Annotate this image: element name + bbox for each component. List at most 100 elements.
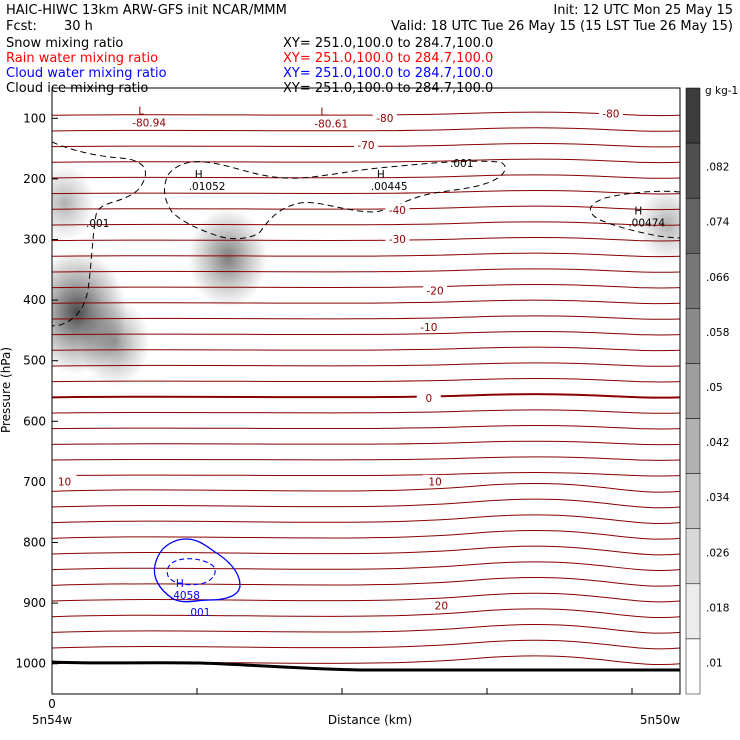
x-axis: 0 [48, 688, 633, 711]
temperature-contour-line [52, 624, 680, 634]
extremum-value: -80.61 [314, 119, 348, 131]
temperature-contour-line [52, 236, 680, 242]
temperature-contour-line [52, 409, 680, 414]
contour-label-bg [385, 232, 410, 245]
contour-label-bg [429, 599, 454, 612]
contour-label: 10 [428, 476, 441, 488]
temperature-contour-line [52, 346, 680, 352]
contour-label-bg [416, 391, 441, 404]
colorbar-swatch [685, 197, 701, 254]
colorbar-tick-label: .042 [706, 437, 729, 449]
field-xy-cloud-water: XY= 251.0,100.0 to 284.7,100.0 [283, 66, 493, 81]
cloud-ice-contour-right [590, 190, 680, 239]
temperature-contour-line [52, 592, 680, 603]
extremum-value: .00445 [371, 181, 408, 193]
contour-label-bg [416, 320, 441, 333]
temperature-contour-line [52, 514, 680, 524]
temperature-contour-line [52, 127, 680, 132]
colorbar-swatch [685, 638, 701, 695]
temperature-contour-line [52, 456, 680, 461]
temperature-contour-line [52, 221, 680, 226]
extremum-value: .01052 [189, 181, 226, 193]
temperature-contour-line [52, 498, 680, 509]
y-tick-label: 900 [23, 596, 46, 610]
temperature-contour-line [52, 252, 680, 258]
contour-label: -80 [376, 113, 393, 125]
temperature-contour-line [52, 362, 680, 367]
forecast-hours: 30 h [64, 19, 93, 34]
colorbar-tick-label: .01 [706, 657, 723, 669]
contour-label: 10 [58, 476, 71, 488]
snow-shading [52, 165, 680, 387]
high-marker: H [195, 169, 203, 181]
y-tick-label: 200 [23, 172, 46, 186]
y-axis-title: Pressure (hPa) [0, 347, 13, 433]
temperature-contour-line [52, 142, 680, 148]
high-marker: H [176, 578, 184, 590]
temperature-contour-line [52, 331, 680, 336]
colorbar-swatch [685, 308, 701, 364]
colorbar-tick-label: .05 [706, 382, 723, 394]
colorbar-swatch [685, 418, 701, 474]
field-name-cloud-water: Cloud water mixing ratio [6, 66, 167, 81]
field-name-rain: Rain water mixing ratio [6, 51, 158, 66]
contour-label: -70 [357, 140, 374, 152]
colorbar-tick-label: .082 [706, 162, 729, 174]
extremum-value: .00474 [628, 217, 665, 229]
colorbar-swatch [685, 473, 701, 529]
cloud-water-contour-outer [153, 538, 241, 603]
temperature-contour-line [52, 268, 680, 273]
contour-label: -30 [389, 234, 406, 246]
forecast-label: Fcst: [6, 19, 37, 34]
y-tick-label: 600 [23, 414, 46, 428]
colorbar-tick-label: .066 [706, 272, 730, 284]
model-title: HAIC-HIWC 13km ARW-GFS init NCAR/MMM [6, 3, 287, 18]
temperature-contour-line [52, 299, 680, 305]
high-marker: H [634, 205, 642, 217]
y-axis: 100 200 300 400 500 600 700 800 900 1000 [15, 111, 58, 671]
contour-label-bg [423, 474, 448, 487]
temperature-contour-line [52, 425, 680, 430]
temperature-contour-line [52, 530, 680, 540]
cloud-water-contour-label: .001 [187, 607, 210, 619]
ice-contour-label-left: .001 [86, 218, 109, 230]
cloud-water-contour-inner [166, 558, 216, 586]
contour-label: 20 [435, 601, 448, 613]
y-tick-label: 300 [23, 233, 46, 247]
temperature-contour-line [52, 440, 680, 446]
low-marker: L [320, 107, 326, 119]
plot-area [52, 111, 680, 672]
x-tick-label: 0 [48, 697, 56, 711]
contour-label-bg [385, 203, 410, 216]
colorbar-swatch [685, 253, 701, 309]
valid-time: Valid: 18 UTC Tue 26 May 15 (15 LST Tue … [391, 19, 733, 34]
cloud-ice-contour-middle [164, 160, 506, 240]
ice-contour-label-middle: .001 [450, 158, 473, 170]
low-marker: L [138, 105, 144, 117]
temperature-contour-line [52, 472, 680, 477]
contour-label: -80 [602, 109, 619, 121]
y-tick-label: 700 [23, 475, 46, 489]
contour-label-bg [52, 474, 77, 487]
temperature-contours [52, 111, 680, 665]
colorbar-tick-label: .018 [706, 602, 729, 614]
extremum-value: .4058 [170, 590, 200, 602]
contour-label-bg [423, 284, 448, 297]
temperature-contour-line [52, 111, 680, 117]
colorbar-swatch [685, 363, 701, 419]
plot-frame [51, 87, 681, 695]
temperature-contour-line [52, 545, 680, 556]
temperature-contour-line [52, 561, 680, 571]
temperature-contour-line [52, 482, 680, 493]
snow-blob-4 [637, 186, 680, 263]
contour-label-bg [354, 138, 378, 151]
temperature-contour-line [52, 639, 680, 650]
snow-blob-0 [52, 165, 95, 242]
contour-label: -40 [389, 205, 406, 217]
cloud-ice-contour-left [52, 141, 146, 327]
temperature-contour-line [52, 393, 680, 399]
temperature-contour-line [52, 315, 680, 320]
y-tick-label: 400 [23, 293, 46, 307]
